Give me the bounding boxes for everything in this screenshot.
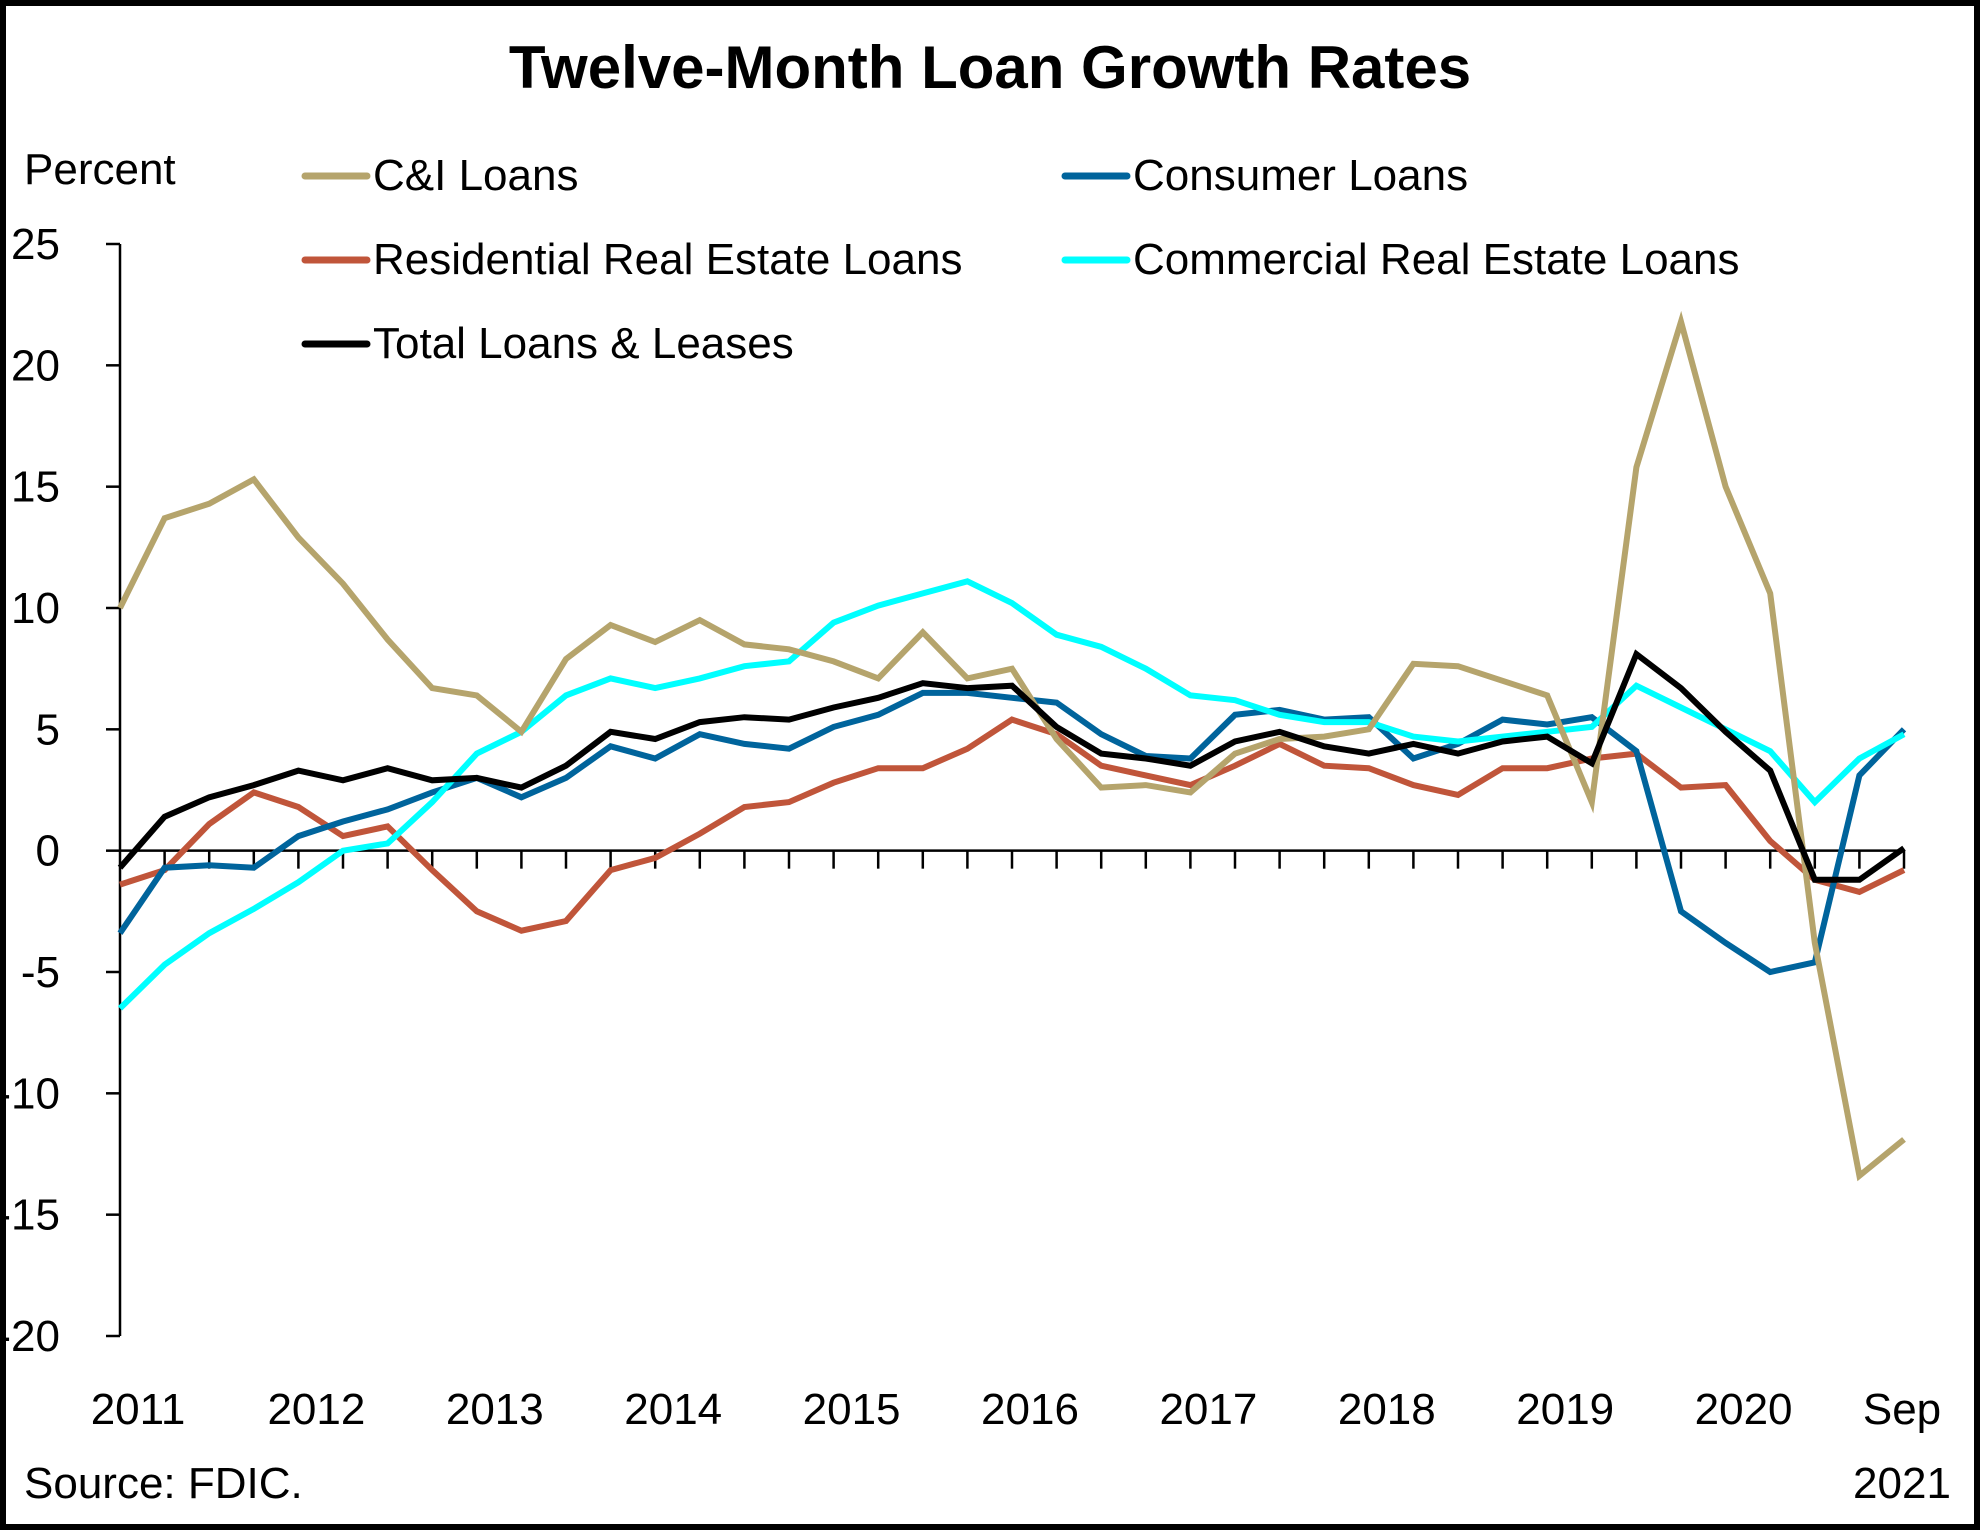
x-tick-label: 2019 — [1516, 1385, 1614, 1434]
x-tick-label: 2012 — [267, 1385, 365, 1434]
x-tick-label: 2013 — [446, 1385, 544, 1434]
y-tick-label: -15 — [0, 1191, 60, 1240]
legend-label: Residential Real Estate Loans — [373, 235, 962, 284]
legend-item-residential-real-estate-loans: Residential Real Estate Loans — [301, 235, 962, 284]
chart-title: Twelve-Month Loan Growth Rates — [509, 34, 1471, 101]
y-tick-label: 5 — [36, 705, 60, 754]
legend-item-total-loans-and-leases: Total Loans & Leases — [301, 319, 794, 368]
legend-label: Consumer Loans — [1133, 151, 1468, 200]
source-note: Source: FDIC. — [24, 1459, 303, 1508]
series-line-commercial-real-estate-loans — [117, 578, 1906, 1011]
x-tick-label: Sep — [1863, 1385, 1941, 1434]
legend: C&I Loans Consumer Loans Residential Real … — [301, 151, 1739, 368]
x-tick-label: 2016 — [981, 1385, 1079, 1434]
x-tick-label-year: 2021 — [1853, 1459, 1951, 1508]
series-line-consumer-loans — [117, 689, 1907, 976]
x-tick-label: 2017 — [1159, 1385, 1257, 1434]
y-tick-label: -5 — [21, 948, 60, 997]
y-axis-label: Percent — [24, 145, 176, 194]
x-tick-label: 2018 — [1338, 1385, 1436, 1434]
y-tick-label: 20 — [11, 341, 60, 390]
y-tick-label: -20 — [0, 1312, 60, 1361]
y-tick-label: -10 — [0, 1069, 60, 1118]
x-tick-label: 2015 — [803, 1385, 901, 1434]
series-layer — [117, 310, 1907, 1182]
y-tick-label: 25 — [11, 220, 60, 269]
legend-label: Commercial Real Estate Loans — [1133, 235, 1739, 284]
legend-item-candi-loans: C&I Loans — [301, 151, 578, 200]
legend-item-consumer-loans: Consumer Loans — [1061, 151, 1468, 200]
x-tick-label: 2020 — [1695, 1385, 1793, 1434]
y-tick-label: 0 — [36, 827, 60, 876]
x-tick-label: 2011 — [91, 1385, 186, 1434]
y-tick-label: 10 — [11, 584, 60, 633]
y-tick-label: 15 — [11, 463, 60, 512]
legend-label: Total Loans & Leases — [373, 319, 794, 368]
x-tick-label: 2014 — [624, 1385, 722, 1434]
legend-label: C&I Loans — [373, 151, 578, 200]
legend-item-commercial-real-estate-loans: Commercial Real Estate Loans — [1061, 235, 1739, 284]
